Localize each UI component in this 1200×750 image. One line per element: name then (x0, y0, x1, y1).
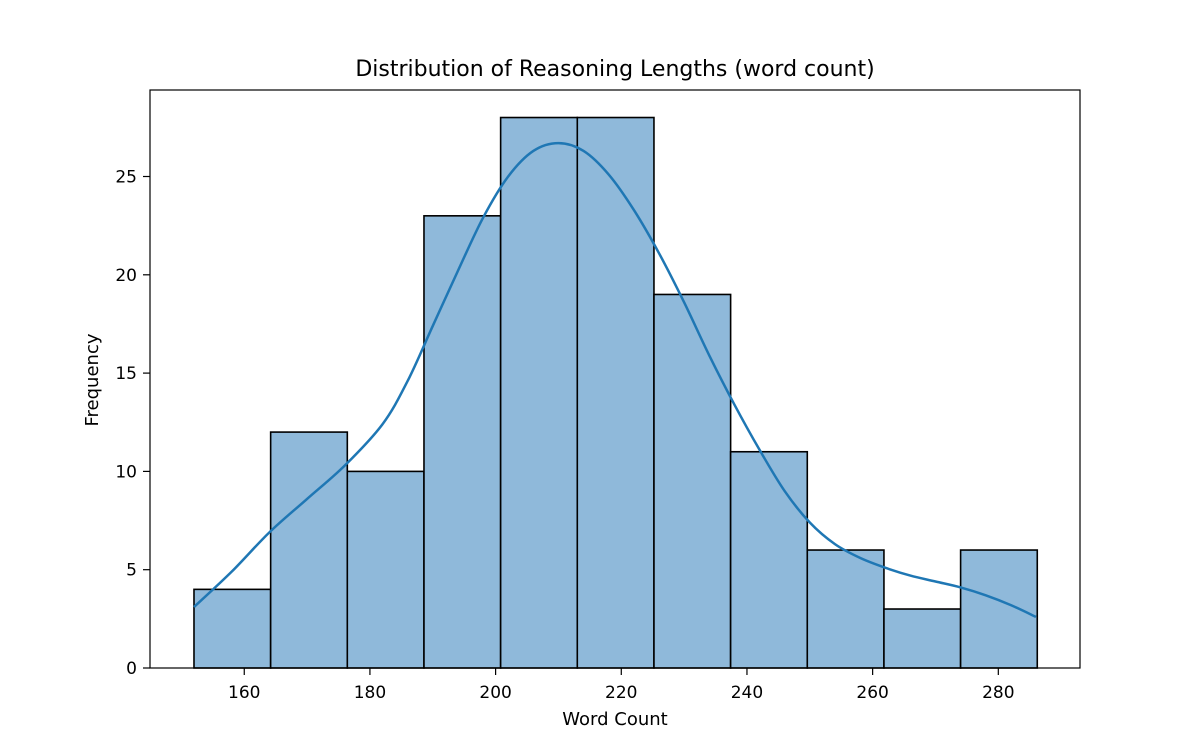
x-tick-label-0: 160 (228, 683, 260, 703)
histogram-bar-0 (193, 588, 272, 669)
x-tick-label-6: 280 (982, 683, 1014, 703)
y-tick-label-3: 15 (115, 364, 137, 384)
chart-title: Distribution of Reasoning Lengths (word … (355, 57, 874, 82)
histogram-bar-4 (499, 116, 579, 669)
x-tick-label-4: 240 (731, 683, 763, 703)
histogram-bar-10 (959, 549, 1039, 669)
plot-frame (149, 89, 1081, 669)
x-tick-label-1: 180 (354, 683, 386, 703)
y-tick-label-0: 0 (126, 659, 137, 679)
x-axis-ticks: 160 180 200 220 240 260 280 (228, 668, 1015, 703)
histogram-bar-1 (269, 431, 349, 669)
histogram-bar-5 (576, 116, 655, 669)
x-tick-label-3: 220 (605, 683, 637, 703)
y-tick-label-1: 5 (126, 561, 137, 581)
y-axis-label: Frequency (82, 333, 103, 426)
histogram-bar-3 (423, 215, 502, 669)
histogram-bar-6 (653, 293, 732, 669)
x-tick-label-2: 200 (479, 683, 511, 703)
y-tick-label-5: 25 (115, 168, 137, 188)
y-tick-label-2: 10 (115, 462, 137, 482)
x-axis-label: Word Count (562, 709, 667, 730)
histogram-bar-7 (729, 450, 809, 669)
y-tick-label-4: 20 (115, 266, 137, 286)
histogram-bar-8 (806, 549, 885, 669)
histogram-bars (193, 116, 1039, 669)
histogram-bar-2 (346, 470, 425, 669)
x-tick-label-5: 260 (856, 683, 888, 703)
histogram-bar-9 (883, 608, 962, 669)
y-axis-ticks: 0 5 10 15 20 25 (115, 168, 150, 679)
kde-curve (193, 141, 1037, 619)
